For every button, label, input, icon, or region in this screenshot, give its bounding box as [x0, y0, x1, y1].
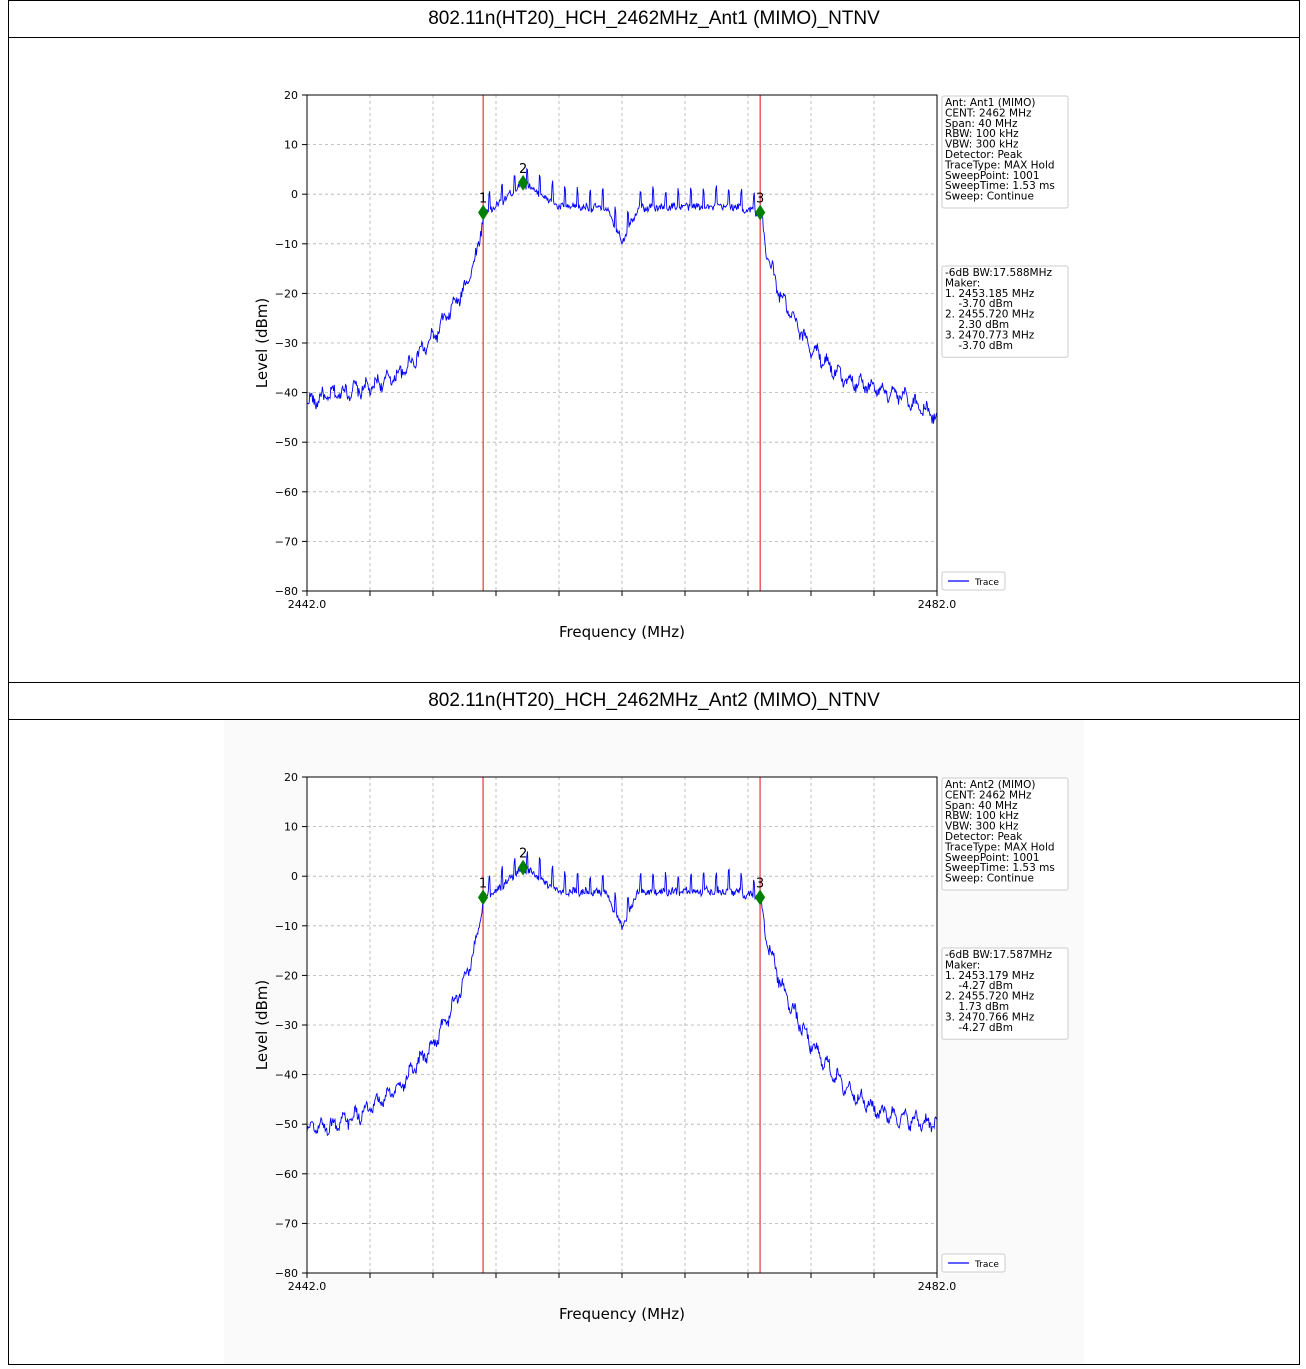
result-box-line: Maker: [945, 959, 980, 971]
y-tick-label: −70 [275, 1217, 298, 1230]
result-box-line: -6dB BW:17.587MHz [945, 949, 1053, 961]
result-box-line: 2. 2455.720 MHz [945, 991, 1035, 1003]
y-tick-label: −20 [275, 287, 298, 300]
marker-label-1: 1 [479, 876, 487, 891]
y-tick-label: −40 [275, 1069, 298, 1082]
result-box-line: Maker: [945, 277, 980, 289]
info-box-line: Span: 40 MHz [945, 800, 1018, 812]
y-tick-label: −10 [275, 920, 298, 933]
info-box-line: Span: 40 MHz [945, 118, 1018, 130]
marker-label-2: 2 [519, 162, 527, 177]
result-box [941, 265, 1069, 358]
y-tick-label: 20 [284, 771, 298, 784]
legend-label: Trace [974, 578, 999, 588]
info-box-line: Detector: Peak [945, 149, 1023, 161]
legend-label: Trace [974, 1260, 999, 1270]
y-tick-label: −80 [275, 585, 298, 598]
y-tick-label: −30 [275, 337, 298, 350]
info-box [941, 777, 1069, 891]
marker-label-3: 3 [756, 192, 764, 207]
report-table: 802.11n(HT20)_HCH_2462MHz_Ant1 (MIMO)_NT… [8, 0, 1300, 1366]
info-box [941, 95, 1069, 209]
info-box-line: TraceType: MAX Hold [944, 159, 1055, 171]
y-axis-label: Level (dBm) [253, 980, 271, 1071]
y-tick-label: −60 [275, 486, 298, 499]
y-tick-label: −80 [275, 1267, 298, 1280]
result-box-line: 2. 2455.720 MHz [945, 309, 1035, 321]
x-tick-label-right: 2482.0 [918, 1280, 957, 1293]
y-tick-label: 0 [291, 188, 298, 201]
y-tick-label: −10 [275, 238, 298, 251]
y-tick-label: −50 [275, 436, 298, 449]
marker-3 [755, 204, 766, 221]
y-tick-label: 0 [291, 870, 298, 883]
result-box-line: -3.70 dBm [945, 340, 1013, 352]
legend-box [941, 1253, 1006, 1273]
info-box-line: VBW: 300 kHz [945, 139, 1019, 151]
y-tick-label: −40 [275, 387, 298, 400]
info-box-line: Ant: Ant2 (MIMO) [945, 779, 1035, 791]
result-box-line: -4.27 dBm [945, 980, 1013, 992]
info-box-line: RBW: 100 kHz [945, 810, 1019, 822]
result-box-line: 3. 2470.773 MHz [945, 329, 1035, 341]
result-box-line: 2.30 dBm [945, 319, 1009, 331]
plot-frame [306, 776, 938, 1274]
trace-line [306, 167, 938, 424]
marker-label-3: 3 [756, 876, 764, 891]
x-axis-label: Frequency (MHz) [559, 1305, 685, 1323]
y-tick-label: −60 [275, 1168, 298, 1181]
info-box-line: Detector: Peak [945, 831, 1023, 843]
y-tick-label: −30 [275, 1019, 298, 1032]
info-box-line: SweepTime: 1.53 ms [945, 862, 1055, 874]
y-tick-label: −70 [275, 535, 298, 548]
marker-1 [478, 204, 489, 221]
section-1-title: 802.11n(HT20)_HCH_2462MHz_Ant1 (MIMO)_NT… [8, 0, 1300, 38]
x-tick-label-left: 2442.0 [288, 1280, 327, 1293]
y-axis-label: Level (dBm) [253, 298, 271, 389]
section-1-body: 20 10 0 −10 −20 −30 −40 −50 −60 −70 −80 2442.0 2482.… [8, 38, 1300, 683]
result-box-line: 1. 2453.179 MHz [945, 970, 1035, 982]
info-box-line: SweepPoint: 1001 [945, 170, 1040, 182]
marker-label-2: 2 [519, 847, 527, 862]
info-box-line: RBW: 100 kHz [945, 128, 1019, 140]
info-box-line: Sweep: Continue [945, 873, 1034, 885]
marker-1 [477, 889, 489, 906]
info-box-line: CENT: 2462 MHz [945, 107, 1032, 119]
result-box-line: 1.73 dBm [945, 1001, 1009, 1013]
plot-frame [306, 94, 938, 592]
info-box-line: Ant: Ant1 (MIMO) [945, 97, 1035, 109]
result-box [941, 947, 1069, 1040]
info-box-line: TraceType: MAX Hold [944, 841, 1055, 853]
info-box-line: VBW: 300 kHz [945, 821, 1019, 833]
y-tick-label: −20 [275, 969, 298, 982]
marker-2 [517, 174, 529, 191]
info-box-line: Sweep: Continue [945, 191, 1034, 203]
result-box-line: -3.70 dBm [945, 298, 1013, 310]
y-tick-label: 10 [284, 139, 298, 152]
section-2-title: 802.11n(HT20)_HCH_2462MHz_Ant2 (MIMO)_NT… [8, 682, 1300, 720]
section-2-body: 20 10 0 −10 −20 −30 −40 −50 −60 −70 −80 2442.0 2482.… [8, 720, 1300, 1365]
marker-3 [754, 889, 766, 906]
legend-box [941, 571, 1006, 591]
marker-label-1: 1 [479, 192, 487, 207]
y-tick-label: −50 [275, 1118, 298, 1131]
result-box-line: -6dB BW:17.588MHz [945, 267, 1053, 279]
info-box-line: SweepPoint: 1001 [945, 852, 1040, 864]
marker-2 [517, 859, 529, 876]
result-box-line: 1. 2453.185 MHz [945, 288, 1035, 300]
x-tick-label-right: 2482.0 [918, 598, 957, 611]
x-tick-label-left: 2442.0 [288, 598, 327, 611]
info-box-line: CENT: 2462 MHz [945, 789, 1032, 801]
y-tick-label: 20 [284, 89, 298, 102]
result-box-line: 3. 2470.766 MHz [945, 1011, 1035, 1023]
info-box-line: SweepTime: 1.53 ms [945, 180, 1055, 192]
trace-line [306, 851, 938, 1137]
result-box-line: -4.27 dBm [945, 1022, 1013, 1034]
x-axis-label: Frequency (MHz) [559, 623, 685, 641]
y-tick-label: 10 [284, 821, 298, 834]
